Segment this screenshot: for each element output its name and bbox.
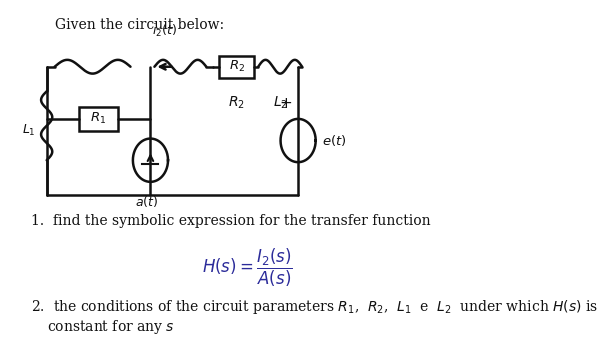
Bar [79, 107, 118, 131]
Text: $e(t)$: $e(t)$ [322, 133, 346, 148]
Text: constant for any $s$: constant for any $s$ [47, 318, 174, 336]
Text: +: + [280, 96, 292, 111]
Text: $H(s) = \dfrac{I_2(s)}{A(s)}$: $H(s) = \dfrac{I_2(s)}{A(s)}$ [203, 247, 293, 289]
Text: $a(t)$: $a(t)$ [135, 194, 158, 209]
Text: Given the circuit below:: Given the circuit below: [55, 18, 223, 31]
Text: $\dot{\imath}_2(t)$: $\dot{\imath}_2(t)$ [152, 22, 177, 39]
Bar [219, 56, 254, 78]
Text: 2.  the conditions of the circuit parameters $R_1$,  $R_2$,  $L_1$  e  $L_2$  un: 2. the conditions of the circuit paramet… [31, 298, 598, 316]
Text: 1.  find the symbolic expression for the transfer function: 1. find the symbolic expression for the … [31, 214, 430, 228]
Text: $R_2$: $R_2$ [228, 59, 245, 74]
Text: $L_2$: $L_2$ [273, 94, 287, 111]
Text: $L_1$: $L_1$ [22, 123, 36, 138]
Text: $R_1$: $R_1$ [90, 111, 107, 126]
Text: $R_2$: $R_2$ [228, 94, 245, 111]
